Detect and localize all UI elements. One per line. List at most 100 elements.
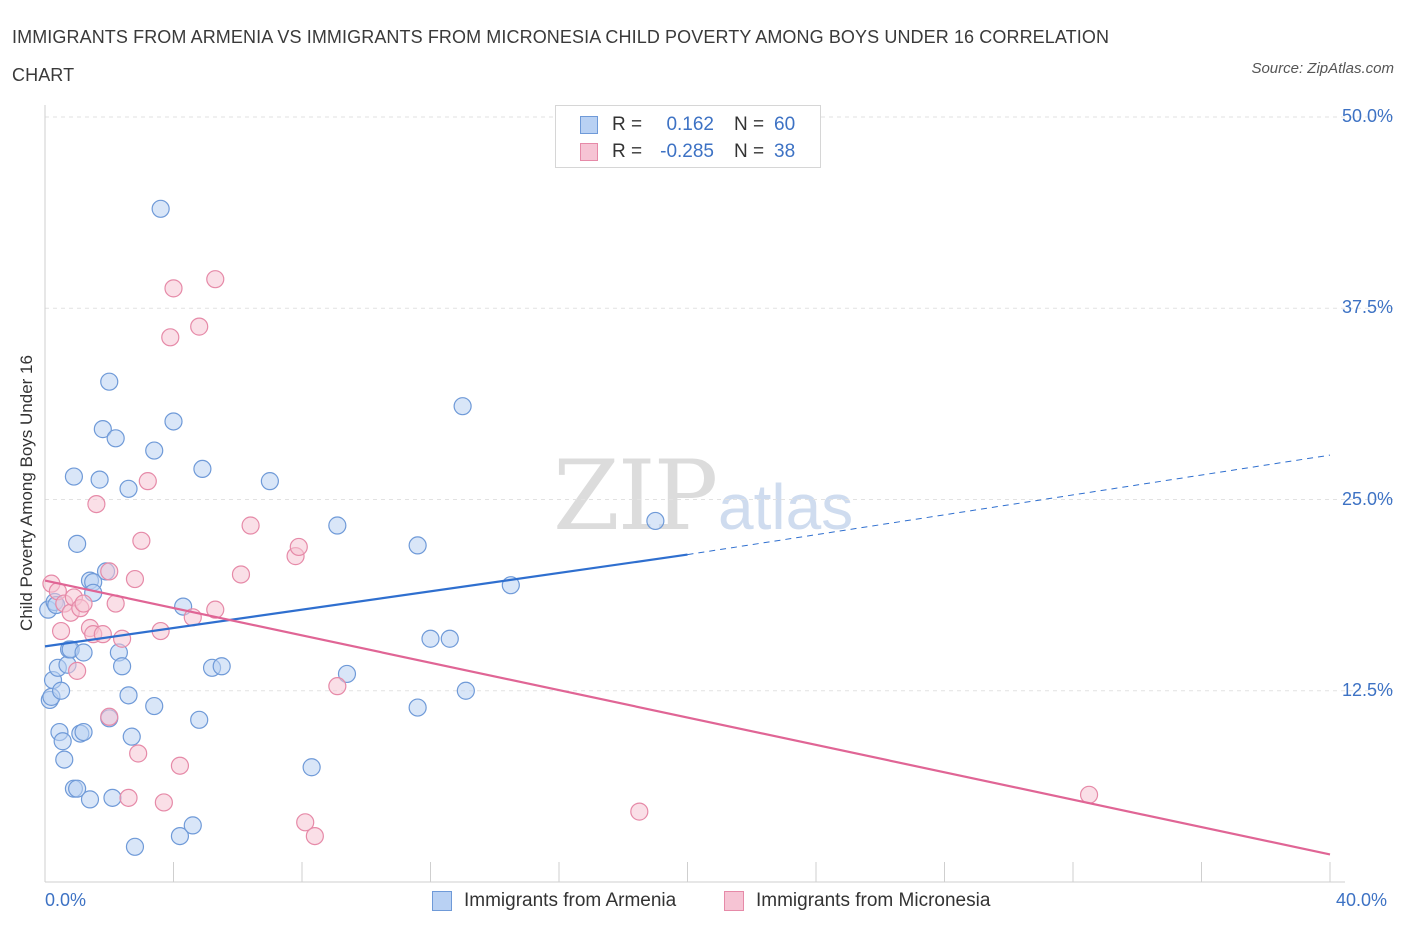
legend-n-label: N = xyxy=(734,114,765,135)
armenia-point xyxy=(90,470,109,489)
armenia-point xyxy=(421,629,440,648)
micronesia-point xyxy=(170,756,190,775)
armenia-point xyxy=(183,816,202,835)
armenia-point xyxy=(193,459,212,478)
legend-swatch-micronesia xyxy=(724,891,744,911)
armenia-point xyxy=(145,441,164,460)
armenia-point xyxy=(119,686,138,705)
micronesia-point xyxy=(328,677,347,696)
armenia-point xyxy=(103,788,122,807)
chart-title: IMMIGRANTS FROM ARMENIA VS IMMIGRANTS FR… xyxy=(12,27,1110,85)
armenia-point xyxy=(100,372,119,391)
armenia-point xyxy=(408,536,427,555)
armenia-point xyxy=(74,722,93,742)
armenia-point xyxy=(145,696,164,716)
micronesia-point xyxy=(51,621,71,641)
micronesia-point xyxy=(112,629,132,648)
micronesia-point xyxy=(93,625,112,644)
micronesia-point xyxy=(289,537,308,557)
y-tick-label: 37.5% xyxy=(1341,297,1393,318)
legend-n-label: N = xyxy=(734,141,765,162)
armenia-point xyxy=(80,790,100,809)
armenia-point xyxy=(68,534,87,553)
micronesia-point xyxy=(630,802,649,821)
micronesia-point xyxy=(100,562,119,581)
armenia-point xyxy=(55,750,74,769)
micronesia-point xyxy=(129,744,148,763)
armenia-point xyxy=(440,629,459,648)
legend-n-value: 38 xyxy=(774,141,796,162)
armenia-point xyxy=(302,758,321,777)
armenia-point xyxy=(190,710,209,729)
armenia-point xyxy=(53,732,72,751)
legend-label-micronesia: Immigrants from Micronesia xyxy=(756,890,991,911)
legend-r-label: R = xyxy=(612,114,643,135)
micronesia-point xyxy=(206,600,225,619)
series-legend: Immigrants from Armenia Immigrants from … xyxy=(0,888,1406,916)
legend-swatch-armenia xyxy=(432,891,452,911)
micronesia-point xyxy=(68,661,87,680)
armenia-point xyxy=(260,472,279,491)
armenia-point xyxy=(74,643,93,662)
legend-row-armenia: R = 0.162 N = 60 xyxy=(580,112,795,138)
armenia-point xyxy=(64,467,84,486)
armenia-point xyxy=(112,657,132,676)
armenia-point xyxy=(164,412,183,431)
legend-swatch-micronesia xyxy=(580,143,598,161)
legend-item-micronesia: Immigrants from Micronesia xyxy=(724,890,990,912)
micronesia-point xyxy=(164,279,183,298)
y-tick-label: 25.0% xyxy=(1341,488,1393,509)
y-tick-label: 12.5% xyxy=(1341,679,1393,700)
armenia-point xyxy=(119,479,138,498)
micronesia-point xyxy=(132,531,151,550)
micronesia-point xyxy=(100,707,119,726)
micronesia-point xyxy=(231,565,251,584)
armenia-point xyxy=(456,681,475,700)
micronesia-point xyxy=(154,793,173,812)
watermark-atlas: atlas xyxy=(718,471,854,543)
armenia-point xyxy=(646,511,665,531)
legend-r-value: 0.162 xyxy=(666,114,714,135)
micronesia-point xyxy=(119,788,138,807)
legend-row-micronesia: R = -0.285 N = 38 xyxy=(580,139,795,165)
x-tick-label-max: 40.0% xyxy=(1336,890,1388,910)
armenia-trend-line xyxy=(44,553,688,648)
armenia-point xyxy=(337,664,357,684)
micronesia-point xyxy=(241,516,260,535)
y-axis-label: Child Poverty Among Boys Under 16 xyxy=(17,355,36,631)
legend-item-armenia: Immigrants from Armenia xyxy=(432,890,676,912)
micronesia-point xyxy=(296,813,315,832)
micronesia-trend-line xyxy=(44,579,1331,856)
correlation-legend: R = 0.162 N = 60 R = -0.285 N = 38 xyxy=(555,105,821,168)
legend-label-armenia: Immigrants from Armenia xyxy=(464,890,677,911)
y-tick-label: 50.0% xyxy=(1341,106,1393,126)
armenia-point xyxy=(68,779,87,798)
armenia-point xyxy=(51,681,71,700)
armenia-point xyxy=(408,698,427,717)
armenia-point xyxy=(125,837,145,856)
micronesia-point xyxy=(125,569,145,589)
armenia-point xyxy=(170,826,190,846)
armenia-trend-extension xyxy=(687,454,1331,556)
micronesia-point xyxy=(74,594,93,613)
armenia-point xyxy=(93,420,112,439)
legend-r-value: -0.285 xyxy=(660,141,714,162)
micronesia-point xyxy=(190,317,209,336)
legend-swatch-armenia xyxy=(580,116,598,134)
micronesia-point xyxy=(87,494,106,514)
armenia-point xyxy=(106,429,125,448)
x-tick-label-min: 0.0% xyxy=(45,890,87,910)
micronesia-point xyxy=(206,270,225,289)
armenia-point xyxy=(328,516,347,535)
source-credit: Source: ZipAtlas.com xyxy=(1251,60,1394,77)
watermark-zip: ZIP xyxy=(553,440,718,552)
armenia-point xyxy=(453,397,472,416)
micronesia-point xyxy=(161,328,180,347)
armenia-point xyxy=(122,727,141,746)
micronesia-point xyxy=(138,472,157,491)
armenia-point xyxy=(212,657,231,676)
micronesia-point xyxy=(305,826,324,846)
armenia-point xyxy=(151,199,170,218)
legend-r-label: R = xyxy=(612,141,643,162)
legend-n-value: 60 xyxy=(774,114,796,135)
